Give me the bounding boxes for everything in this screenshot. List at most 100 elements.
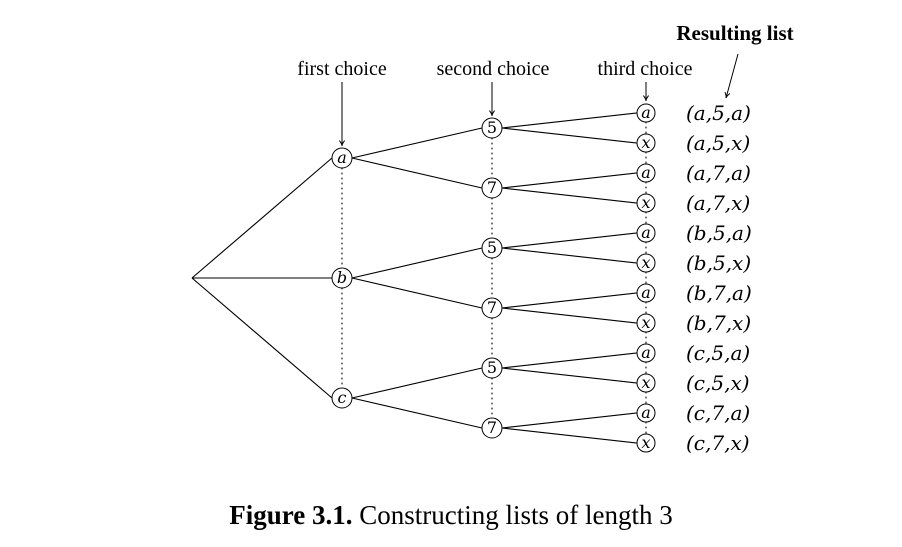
leaf-node-a-5-a-circle: [636, 103, 656, 123]
result-item: (c,5,a): [686, 341, 750, 365]
edge-c-5-a: [501, 352, 638, 369]
header-resulting-list: Resulting list: [676, 21, 793, 45]
header-second-choice: second choice: [437, 58, 550, 80]
leaf-node-b-5-x-circle: [636, 253, 656, 273]
second-node-b-7: 7: [481, 297, 503, 319]
arrow-third-choice: [642, 82, 650, 102]
result-item: (a,5,a): [686, 101, 751, 125]
leaf-node-a-7-x-label: x: [641, 193, 650, 212]
first-node-b-circle: [331, 267, 353, 289]
result-item: (b,7,x): [686, 311, 751, 335]
result-item: (c,7,x): [686, 431, 750, 455]
leaf-node-b-5-a-circle: [636, 223, 656, 243]
edge-a-7-a: [501, 172, 638, 189]
leaf-node-c-7-a-label: a: [641, 403, 651, 422]
leaf-node-c-7-x: x: [636, 433, 656, 453]
second-node-a-7-circle: [481, 177, 503, 199]
leaf-node-c-5-a-label: a: [641, 343, 651, 362]
leaf-node-a-7-a-label: a: [641, 163, 651, 182]
leaf-node-b-5-x: x: [636, 253, 656, 273]
caption-text: Constructing lists of length 3: [359, 500, 673, 530]
leaf-node-b-7-a-circle: [636, 283, 656, 303]
edge-c-7-x: [501, 427, 638, 444]
second-node-c-5: 5: [481, 357, 503, 379]
second-node-c-5-label: 5: [487, 358, 497, 377]
leaf-node-b-5-x-label: x: [641, 253, 650, 272]
arrow-resulting-list: [724, 53, 739, 99]
second-node-a-7: 7: [481, 177, 503, 199]
edge-b-5: [351, 247, 483, 279]
result-list: (a,5,a) (a,5,x) (a,7,a) (a,7,x) (b,5,a) (b,5,…: [686, 101, 752, 455]
edge-root-c: [191, 277, 333, 399]
header-first-choice: first choice: [297, 58, 387, 80]
result-item: (a,7,x): [686, 191, 750, 215]
edge-b-5-a: [501, 232, 638, 249]
second-node-a-5: 5: [481, 117, 503, 139]
leaf-node-c-7-x-circle: [636, 433, 656, 453]
result-item: (c,7,a): [686, 401, 750, 425]
leaf-node-a-7-x-circle: [636, 193, 656, 213]
edge-c-7: [351, 397, 483, 429]
second-node-a-7-label: 7: [487, 178, 497, 197]
first-node-a-label: a: [337, 148, 347, 167]
leaf-node-b-7-x: x: [636, 313, 656, 333]
result-item: (a,7,a): [686, 161, 751, 185]
edge-a-7-x: [501, 187, 638, 204]
dotted-guides: [341, 121, 647, 435]
arrow-first-choice: [338, 82, 346, 147]
leaf-node-a-5-x: x: [636, 133, 656, 153]
leaf-node-c-5-x: x: [636, 373, 656, 393]
leaf-node-c-5-a: a: [636, 343, 656, 363]
edge-b-5-x: [501, 247, 638, 264]
edge-c-5: [351, 367, 483, 399]
result-item: (c,5,x): [686, 371, 750, 395]
leaf-node-c-7-a-circle: [636, 403, 656, 423]
leaf-node-b-7-x-circle: [636, 313, 656, 333]
second-node-c-5-circle: [481, 357, 503, 379]
second-node-c-7-circle: [481, 417, 503, 439]
result-item: (b,7,a): [686, 281, 752, 305]
header-third-choice: third choice: [598, 58, 693, 80]
leaf-node-c-7-a: a: [636, 403, 656, 423]
edge-a-5-x: [501, 127, 638, 144]
first-node-a: a: [331, 147, 353, 169]
leaf-node-c-7-x-label: x: [641, 433, 650, 452]
leaf-node-b-7-a-label: a: [641, 283, 651, 302]
leaf-node-a-7-a: a: [636, 163, 656, 183]
result-item: (a,5,x): [686, 131, 750, 155]
leaf-node-a-7-x: x: [636, 193, 656, 213]
edge-b-7: [351, 277, 483, 309]
leaf-node-a-5-x-circle: [636, 133, 656, 153]
tree-edges: [191, 112, 638, 444]
leaf-node-a-5-a: a: [636, 103, 656, 123]
leaf-node-b-7-x-label: x: [641, 313, 650, 332]
second-node-c-7: 7: [481, 417, 503, 439]
second-node-a-5-label: 5: [487, 118, 497, 137]
leaf-node-c-5-a-circle: [636, 343, 656, 363]
leaf-node-c-5-x-circle: [636, 373, 656, 393]
edge-b-7-a: [501, 292, 638, 309]
second-node-b-5-circle: [481, 237, 503, 259]
leaf-node-a-5-x-label: x: [641, 133, 650, 152]
leaf-node-a-5-a-label: a: [641, 103, 651, 122]
first-node-b-label: b: [337, 268, 347, 287]
caption-number: Figure 3.1.: [229, 500, 353, 530]
edge-b-7-x: [501, 307, 638, 324]
second-node-b-7-label: 7: [487, 298, 497, 317]
edge-a-5: [351, 127, 483, 159]
edge-root-a: [191, 157, 333, 279]
leaf-node-c-5-x-label: x: [641, 373, 650, 392]
leaf-node-b-5-a-label: a: [641, 223, 651, 242]
first-node-a-circle: [331, 147, 353, 169]
result-item: (b,5,x): [686, 251, 751, 275]
header-arrows: [338, 53, 739, 147]
first-node-c: c: [331, 387, 353, 409]
first-node-b: b: [331, 267, 353, 289]
edge-a-7: [351, 157, 483, 189]
second-node-b-5-label: 5: [487, 238, 497, 257]
leaf-node-b-7-a: a: [636, 283, 656, 303]
second-node-c-7-label: 7: [487, 418, 497, 437]
